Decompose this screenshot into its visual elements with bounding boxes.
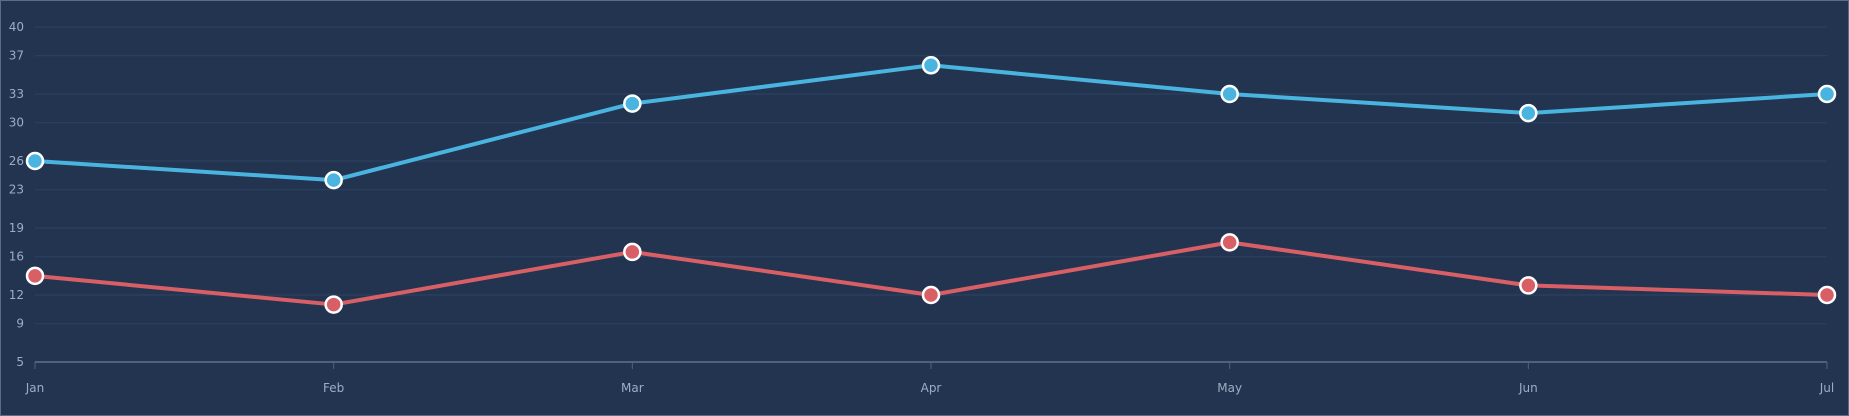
axis-layer	[34, 361, 1828, 369]
x-tick-label: Jun	[1518, 381, 1538, 395]
series-1-point	[25, 151, 45, 171]
series-1-point	[623, 94, 642, 113]
x-tick-label: Mar	[621, 381, 644, 395]
series-1-point	[1220, 84, 1239, 104]
x-tick-label: Jan	[25, 381, 45, 395]
x-tick-label: Jul	[1819, 381, 1834, 395]
y-tick-label: 23	[9, 183, 24, 197]
series-2	[25, 233, 1837, 314]
series-2-point	[921, 285, 941, 305]
series-1-point	[324, 170, 343, 190]
x-tick-label: Apr	[921, 381, 942, 395]
label-layer: 5 9 12 16 19 23 26 30 33 37 40 Jan Feb Mar Apr May Jun Ju…	[9, 20, 1835, 395]
y-tick-label: 37	[9, 49, 24, 63]
series-1-point	[1519, 103, 1538, 123]
series-2-point	[25, 266, 45, 286]
y-tick-label: 9	[16, 317, 24, 331]
series-1	[25, 56, 1837, 190]
grid-layer	[35, 26, 1827, 325]
x-tick-label: Feb	[323, 381, 344, 395]
series-2-point	[623, 242, 642, 262]
series-2-point	[324, 295, 343, 314]
y-tick-label: 40	[9, 20, 24, 34]
y-tick-label: 19	[9, 221, 24, 235]
y-tick-label: 5	[16, 355, 24, 369]
series-2-point	[1817, 285, 1837, 305]
y-tick-label: 30	[9, 116, 24, 130]
series-2-point	[1220, 233, 1239, 252]
series-1-point	[1817, 84, 1837, 104]
x-tick-label: May	[1217, 381, 1242, 395]
y-tick-label: 12	[9, 288, 24, 302]
y-tick-label: 33	[9, 87, 24, 101]
series-2-point	[1519, 276, 1538, 295]
y-tick-label: 26	[9, 154, 24, 168]
series-layer	[25, 56, 1837, 314]
series-1-point	[921, 56, 941, 75]
y-tick-label: 16	[9, 250, 24, 264]
